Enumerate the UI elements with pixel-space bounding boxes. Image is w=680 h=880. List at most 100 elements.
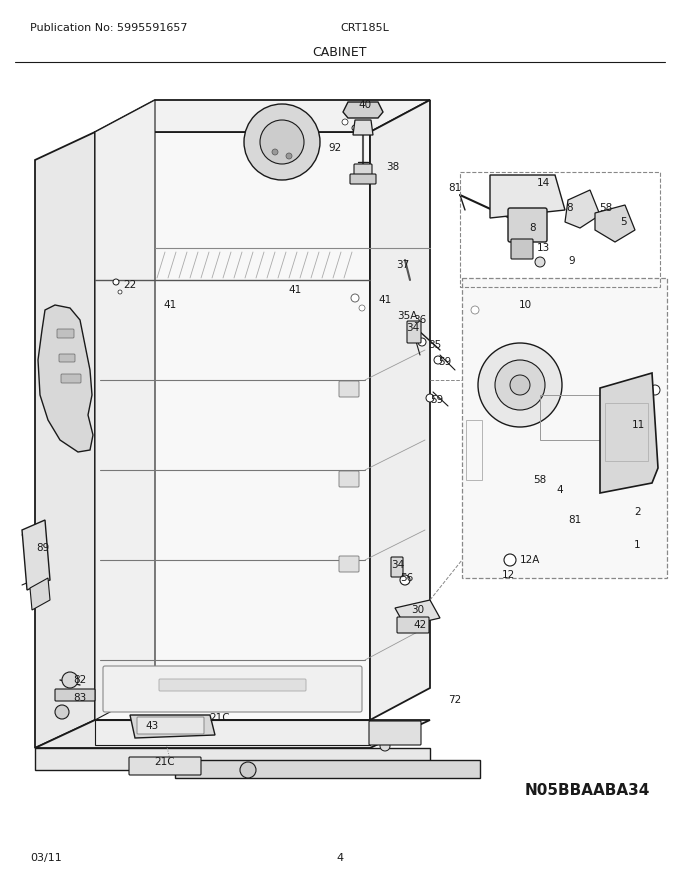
Circle shape xyxy=(62,672,78,688)
Polygon shape xyxy=(35,748,430,770)
Text: 03/11: 03/11 xyxy=(30,853,62,863)
Circle shape xyxy=(351,294,359,302)
Text: 35: 35 xyxy=(428,340,441,350)
FancyBboxPatch shape xyxy=(350,174,376,184)
Circle shape xyxy=(510,375,530,395)
Circle shape xyxy=(504,554,516,566)
Text: 38: 38 xyxy=(386,162,400,172)
FancyBboxPatch shape xyxy=(59,354,75,362)
Text: 4: 4 xyxy=(557,485,563,495)
Text: 82: 82 xyxy=(73,675,86,685)
Text: 41: 41 xyxy=(163,300,177,310)
Text: 81: 81 xyxy=(568,515,581,525)
FancyBboxPatch shape xyxy=(129,757,201,775)
Circle shape xyxy=(426,394,434,402)
Polygon shape xyxy=(353,120,373,135)
Text: 8: 8 xyxy=(530,223,537,233)
Text: 11: 11 xyxy=(631,420,645,430)
FancyBboxPatch shape xyxy=(511,239,533,259)
FancyBboxPatch shape xyxy=(57,329,74,338)
Text: N05BBAABA34: N05BBAABA34 xyxy=(525,782,650,797)
Text: 12: 12 xyxy=(501,570,515,580)
FancyBboxPatch shape xyxy=(391,557,403,577)
Circle shape xyxy=(471,306,479,314)
Circle shape xyxy=(380,741,390,751)
Circle shape xyxy=(434,356,442,364)
Text: 58: 58 xyxy=(533,475,547,485)
Circle shape xyxy=(535,257,545,267)
Bar xyxy=(462,278,667,578)
FancyBboxPatch shape xyxy=(369,721,421,745)
FancyBboxPatch shape xyxy=(339,556,359,572)
Polygon shape xyxy=(565,190,600,228)
Text: 14: 14 xyxy=(537,178,549,188)
FancyBboxPatch shape xyxy=(339,381,359,397)
Polygon shape xyxy=(35,132,95,748)
Circle shape xyxy=(118,290,122,294)
Polygon shape xyxy=(370,100,430,720)
Polygon shape xyxy=(22,520,50,590)
FancyBboxPatch shape xyxy=(159,679,306,691)
Circle shape xyxy=(113,279,119,285)
FancyBboxPatch shape xyxy=(354,164,372,176)
Polygon shape xyxy=(95,132,370,720)
Bar xyxy=(466,420,482,480)
Circle shape xyxy=(400,575,410,585)
Text: 8: 8 xyxy=(566,203,573,213)
Circle shape xyxy=(607,214,623,230)
Text: 21C: 21C xyxy=(209,713,231,723)
Text: 4: 4 xyxy=(337,853,343,863)
Polygon shape xyxy=(95,100,155,720)
Polygon shape xyxy=(30,578,50,610)
Text: 42: 42 xyxy=(413,620,426,630)
Polygon shape xyxy=(343,102,383,118)
Circle shape xyxy=(260,120,304,164)
Text: 56: 56 xyxy=(401,573,413,583)
Text: 59: 59 xyxy=(439,357,452,367)
Text: 1: 1 xyxy=(634,540,641,550)
Circle shape xyxy=(342,119,348,125)
Text: 41: 41 xyxy=(378,295,392,305)
FancyBboxPatch shape xyxy=(61,374,81,383)
FancyBboxPatch shape xyxy=(339,471,359,487)
Polygon shape xyxy=(35,720,430,748)
Circle shape xyxy=(359,123,367,131)
Text: 5: 5 xyxy=(621,217,628,227)
Text: 89: 89 xyxy=(36,543,50,553)
Text: 30: 30 xyxy=(411,605,424,615)
Text: 83: 83 xyxy=(73,693,86,703)
Bar xyxy=(540,395,600,440)
Polygon shape xyxy=(595,205,635,242)
Polygon shape xyxy=(395,600,440,626)
Text: 22: 22 xyxy=(123,280,137,290)
Circle shape xyxy=(240,762,256,778)
FancyBboxPatch shape xyxy=(103,666,362,712)
FancyBboxPatch shape xyxy=(407,321,421,343)
Text: 10: 10 xyxy=(518,300,532,310)
Text: 34: 34 xyxy=(407,323,420,333)
Polygon shape xyxy=(600,373,658,493)
Circle shape xyxy=(352,125,358,131)
Text: 36: 36 xyxy=(413,315,426,325)
Text: 43: 43 xyxy=(146,721,158,731)
Circle shape xyxy=(272,149,278,155)
Text: 40: 40 xyxy=(358,100,371,110)
Text: 13: 13 xyxy=(537,243,549,253)
Circle shape xyxy=(478,343,562,427)
Text: 21C: 21C xyxy=(154,757,175,767)
FancyBboxPatch shape xyxy=(397,617,429,633)
Text: CRT185L: CRT185L xyxy=(340,23,389,33)
Circle shape xyxy=(359,305,365,311)
Text: 37: 37 xyxy=(396,260,409,270)
Polygon shape xyxy=(130,715,215,738)
Bar xyxy=(605,403,648,461)
Text: 59: 59 xyxy=(430,395,443,405)
Text: Publication No: 5995591657: Publication No: 5995591657 xyxy=(30,23,188,33)
Text: 81: 81 xyxy=(448,183,462,193)
Polygon shape xyxy=(95,720,370,745)
Polygon shape xyxy=(95,100,430,132)
Text: CABINET: CABINET xyxy=(313,46,367,58)
Text: 72: 72 xyxy=(448,695,462,705)
Text: 34: 34 xyxy=(392,560,405,570)
Text: 2: 2 xyxy=(634,507,641,517)
